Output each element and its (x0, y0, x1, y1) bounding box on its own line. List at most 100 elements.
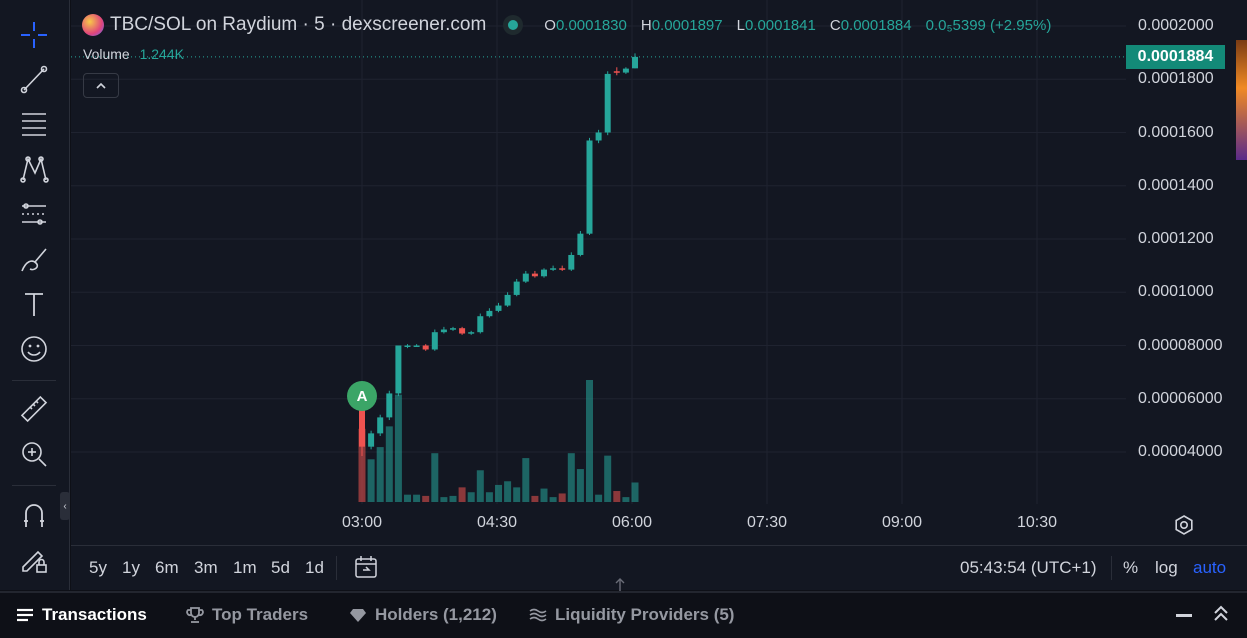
volume-bar (422, 495, 430, 502)
volume-bars (358, 380, 639, 502)
price-tick-label: 0.00008000 (1138, 336, 1223, 354)
candle-body[interactable] (568, 254, 575, 270)
grid-lines (71, 0, 1126, 504)
candlesticks (359, 53, 638, 456)
candle-body[interactable] (559, 268, 566, 270)
price-tick-label: 0.0001400 (1138, 176, 1214, 194)
volume-label: Volume (83, 46, 130, 62)
candle-body[interactable] (604, 73, 611, 133)
tab-top-traders[interactable]: Top Traders (186, 605, 308, 625)
volume-bar (567, 453, 575, 502)
candle-body[interactable] (368, 433, 375, 447)
candle-body[interactable] (450, 328, 456, 330)
crosshair-icon[interactable] (14, 17, 54, 53)
tab-liquidity-providers[interactable]: Liquidity Providers (5) (529, 605, 734, 625)
candle-body[interactable] (632, 56, 638, 69)
candle-body[interactable] (468, 332, 475, 334)
collapse-toolbar-button[interactable]: ‹ (60, 492, 70, 520)
text-icon[interactable] (14, 286, 54, 322)
chart-title[interactable]: TBC/SOL on Raydium · 5 · dexscreener.com (110, 14, 487, 35)
candle-body[interactable] (595, 132, 602, 141)
candle-body[interactable] (531, 273, 538, 277)
price-tick-label: 0.0001200 (1138, 230, 1214, 247)
toolbar-divider (12, 485, 56, 486)
price-axis[interactable]: 0.0002000 0.0001800 0.0001600 0.0001400 0.00… (1126, 0, 1247, 504)
candle-body[interactable] (440, 329, 447, 333)
chart-settings-gear-icon[interactable] (1172, 513, 1196, 537)
ruler-icon[interactable] (14, 391, 54, 427)
clock-display[interactable]: 05:43:54 (UTC+1) (960, 558, 1097, 577)
range-1m[interactable]: 1m (233, 558, 257, 577)
range-3m[interactable]: 3m (194, 558, 218, 577)
volume-bar (522, 458, 530, 502)
candle-body[interactable] (431, 332, 438, 350)
minimize-panel-icon[interactable] (1176, 614, 1192, 617)
candle-body[interactable] (541, 269, 547, 277)
candle-body[interactable] (459, 328, 466, 334)
range-1y[interactable]: 1y (122, 558, 140, 577)
volume-bar (576, 469, 584, 502)
price-chart[interactable] (71, 0, 1126, 504)
volume-bar (413, 494, 421, 502)
volume-bar (358, 428, 366, 502)
forecast-icon[interactable] (14, 196, 54, 232)
range-5y[interactable]: 5y (89, 558, 107, 577)
candle-body[interactable] (504, 294, 511, 306)
edge-artifact (1236, 40, 1247, 160)
chart-bottom-toolbar: 5y 1y 6m 3m 1m 5d 1d 05:43:54 (UTC+1) % … (71, 545, 1247, 590)
price-tick-label: 0.0001800 (1138, 70, 1214, 88)
volume-bar (404, 494, 411, 502)
expand-panel-icon[interactable] (1213, 605, 1229, 628)
lock-pencil-icon[interactable] (14, 541, 54, 577)
candle-body[interactable] (359, 393, 365, 447)
candle-body[interactable] (477, 316, 484, 333)
tab-holders[interactable]: Holders (1,212) (349, 605, 497, 625)
brush-icon[interactable] (14, 241, 54, 277)
emoji-icon[interactable] (14, 331, 54, 367)
trophy-icon (186, 607, 204, 623)
volume-bar (513, 487, 521, 502)
candle-body[interactable] (495, 305, 502, 311)
zoom-in-icon[interactable] (14, 436, 54, 472)
auto-scale-toggle[interactable]: auto (1193, 558, 1227, 577)
log-scale-toggle[interactable]: log (1155, 558, 1178, 577)
candle-body[interactable] (386, 393, 393, 418)
volume-bar (458, 487, 466, 502)
percent-scale-toggle[interactable]: % (1123, 558, 1139, 577)
candle-body[interactable] (486, 310, 493, 317)
range-1d[interactable]: 1d (305, 558, 324, 577)
candle-body[interactable] (404, 345, 411, 348)
chevron-up-icon (96, 82, 106, 89)
pattern-icon[interactable] (14, 151, 54, 187)
waves-icon (529, 608, 547, 622)
candle-body[interactable] (577, 233, 584, 255)
candle-body[interactable] (522, 273, 529, 282)
tab-transactions[interactable]: Transactions (16, 605, 147, 625)
ohlc-open: O0.0001830 (544, 16, 627, 34)
collapse-legend-button[interactable] (83, 73, 119, 98)
event-marker[interactable]: A (347, 381, 377, 411)
volume-bar (586, 380, 593, 502)
pair-logo-icon (82, 14, 104, 36)
candle-body[interactable] (377, 417, 384, 434)
candle-body[interactable] (513, 281, 520, 295)
fib-lines-icon[interactable] (14, 106, 54, 142)
candle-body[interactable] (622, 68, 629, 73)
candle-body[interactable] (422, 345, 429, 350)
bottom-divider (336, 556, 337, 580)
trend-line-icon[interactable] (14, 61, 54, 97)
range-6m[interactable]: 6m (155, 558, 179, 577)
price-tick-label: 0.0001000 (1138, 283, 1214, 301)
candle-body[interactable] (586, 140, 593, 234)
magnet-icon[interactable] (14, 497, 54, 533)
candle-body[interactable] (550, 268, 557, 270)
range-5d[interactable]: 5d (271, 558, 290, 577)
toolbar-divider (12, 380, 56, 381)
candle-body[interactable] (395, 345, 402, 394)
candle-body[interactable] (413, 345, 420, 348)
candle-body[interactable] (613, 71, 620, 73)
date-range-calendar-icon[interactable] (353, 554, 379, 585)
drawing-toolbar (0, 0, 70, 590)
volume-value: 1.244K (139, 46, 184, 62)
time-axis[interactable]: 03:00 04:30 06:00 07:30 09:00 10:30 (71, 504, 1126, 542)
